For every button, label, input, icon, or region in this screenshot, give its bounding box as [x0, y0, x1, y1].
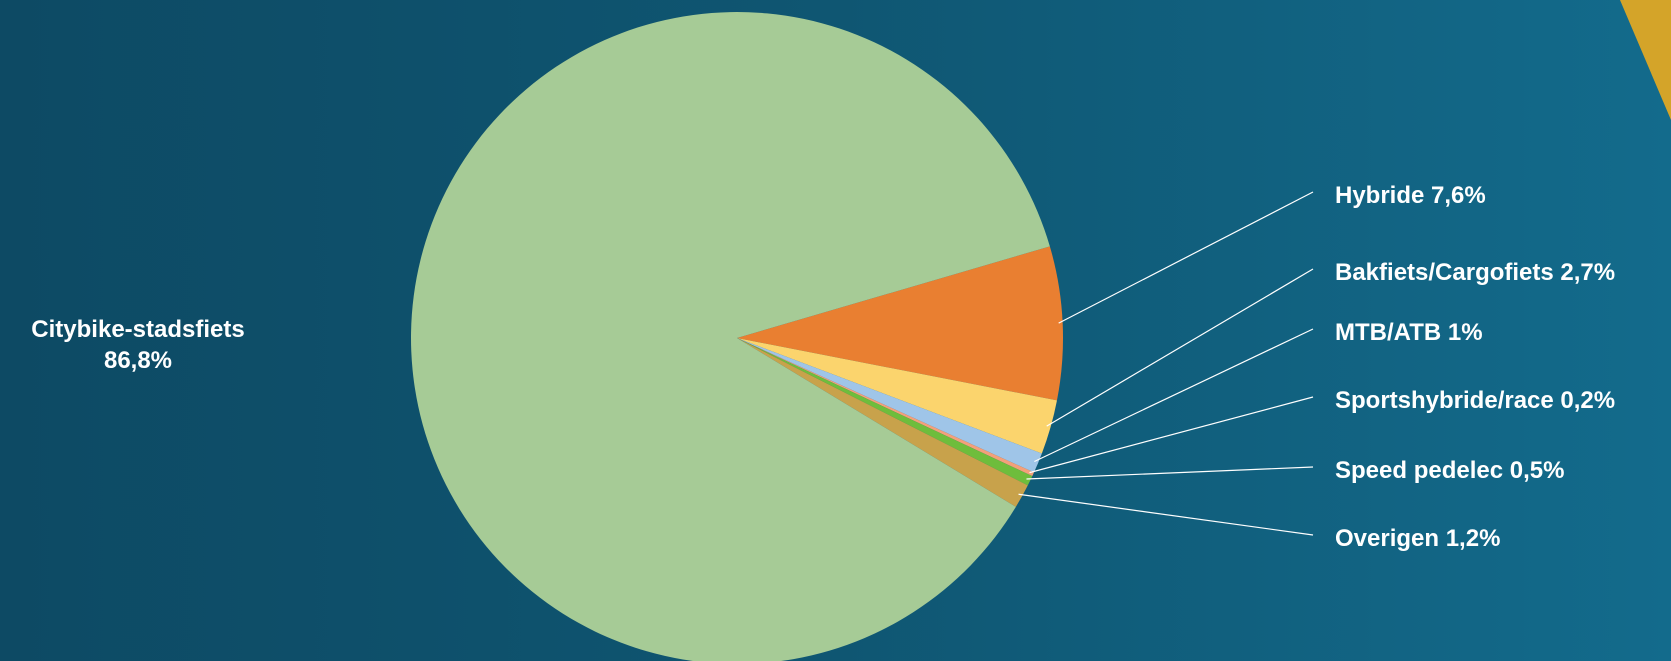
leader-line-overigen [1018, 493, 1314, 536]
pie-slice-mtb [737, 338, 1042, 473]
leader-line-hybride [1058, 191, 1314, 324]
corner-accent-shape [1620, 0, 1671, 120]
leader-line-mtb [1034, 328, 1314, 463]
label-mtb: MTB/ATB 1% [1335, 319, 1483, 346]
label-overigen: Overigen 1,2% [1335, 525, 1500, 552]
leader-line-sportshybride [1029, 396, 1314, 474]
pie-slice-speed-pedelec [737, 338, 1033, 486]
pie-slice-hybride [737, 246, 1064, 401]
label-citybike-name: Citybike-stadsfiets [31, 316, 244, 343]
pie-slice-citybike [411, 12, 1050, 661]
leader-line-bakfiets [1046, 268, 1314, 427]
label-sportshybride: Sportshybride/race 0,2% [1335, 387, 1615, 414]
label-citybike-value: 86,8% [104, 347, 172, 374]
pie-slice-overigen [737, 338, 1028, 507]
label-hybride: Hybride 7,6% [1335, 182, 1486, 209]
pie-slice-sportshybride [737, 338, 1034, 477]
leader-line-speed-pedelec [1026, 466, 1314, 480]
label-bakfiets: Bakfiets/Cargofiets 2,7% [1335, 259, 1615, 286]
label-speed-pedelec: Speed pedelec 0,5% [1335, 457, 1564, 484]
pie-slice-bakfiets [737, 338, 1057, 454]
